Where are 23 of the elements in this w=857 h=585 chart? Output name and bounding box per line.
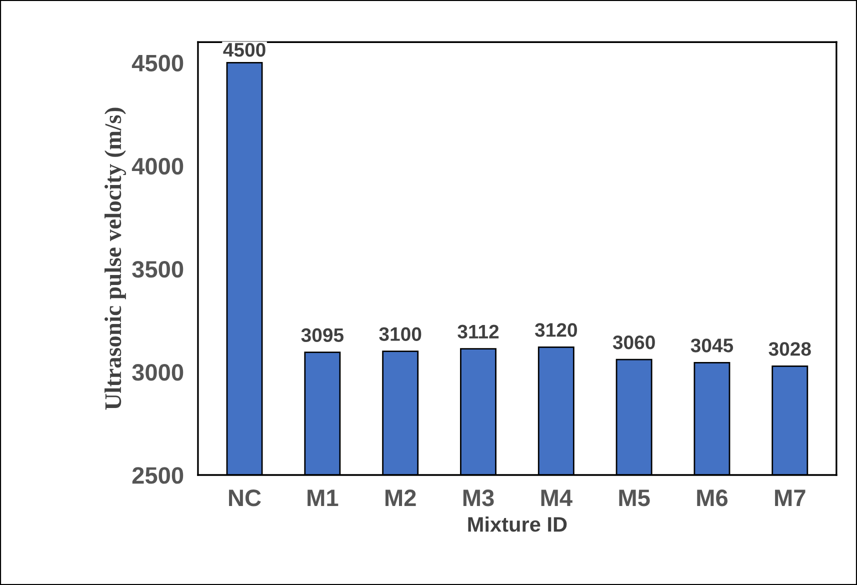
x-tick-label: NC	[229, 490, 261, 506]
x-tick-label: M1	[308, 490, 338, 506]
y-tick-label: 3500	[132, 260, 184, 278]
data-label: 3100	[379, 327, 422, 342]
x-tick-label: M4	[541, 490, 572, 506]
data-label: 3028	[768, 342, 811, 356]
data-label: 3112	[458, 324, 499, 339]
x-tick-label: M7	[775, 490, 806, 506]
x-tick-label: M3	[463, 490, 494, 506]
x-tick-label: M6	[697, 490, 728, 506]
data-label: 3045	[690, 338, 734, 352]
x-axis-title: Mixture ID	[468, 516, 567, 532]
data-label: 3095	[301, 328, 344, 342]
y-axis-title: Ultrasonic pulse velocity (m/s)	[104, 108, 126, 410]
y-tick-label: 3000	[132, 364, 184, 381]
y-tick-label: 4000	[132, 158, 184, 175]
data-label: 3120	[534, 323, 577, 337]
x-tick-label: M5	[619, 490, 650, 506]
y-tick-label: 4500	[132, 54, 184, 72]
data-label: 4500	[223, 42, 266, 57]
data-label: 3060	[612, 335, 655, 350]
x-tick-label: M2	[386, 490, 416, 506]
y-tick-label: 2500	[132, 467, 184, 484]
